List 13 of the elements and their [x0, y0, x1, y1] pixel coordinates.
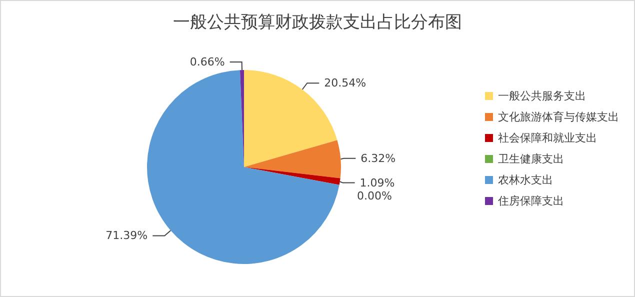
legend-label: 农林水支出	[498, 174, 553, 186]
legend-label: 卫生健康支出	[498, 152, 564, 166]
data-label: 6.32%	[360, 152, 396, 165]
legend-label: 社会保障和就业支出	[498, 132, 597, 144]
legend-label: 一般公共服务支出	[498, 90, 586, 102]
text: 0.00%	[356, 189, 392, 202]
data-label: 71.39%	[106, 229, 148, 242]
data-label: 20.54%	[324, 76, 366, 90]
chart-title: 一般公共预算财政拨款支出占比分布图	[173, 12, 462, 32]
data-label: 1.09%	[360, 176, 395, 190]
data-label: 0.66%	[190, 56, 225, 69]
legend-label: 住房保障支出	[498, 194, 564, 208]
legend-label: 文化旅游体育与传媒支出	[498, 110, 619, 124]
